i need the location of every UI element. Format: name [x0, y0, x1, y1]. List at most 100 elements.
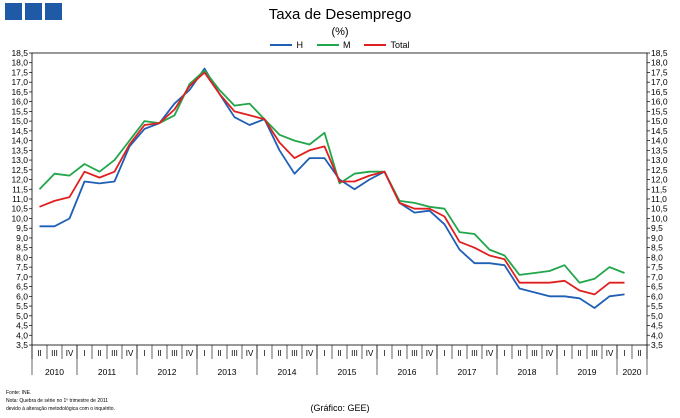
y-tick-label-left: 9,5	[16, 223, 28, 233]
y-tick-label-left: 17,0	[11, 77, 28, 87]
series-line-h	[39, 67, 625, 309]
chart-source: (Gráfico: GEE)	[310, 403, 370, 413]
x-tick-label: II	[337, 349, 341, 358]
y-tick-label-left: 10,5	[11, 204, 28, 214]
x-tick-label: III	[471, 349, 478, 358]
chart-subtitle: (%)	[331, 26, 349, 38]
logo-block	[5, 3, 22, 20]
legend-label-total: Total	[390, 40, 410, 50]
y-tick-label-right: 12,5	[651, 165, 668, 175]
y-tick-label-left: 6,0	[16, 291, 28, 301]
x-tick-label: I	[623, 349, 625, 358]
y-tick-label-right: 14,5	[651, 126, 668, 136]
y-tick-label-right: 12,0	[651, 175, 668, 185]
logo-block	[45, 3, 62, 20]
year-label: 2011	[98, 367, 117, 377]
y-tick-label-left: 14,0	[11, 136, 28, 146]
legend-item-h: H	[270, 40, 303, 50]
series-line-m	[38, 69, 625, 284]
chart-title: Taxa de Desemprego	[268, 6, 412, 23]
x-tick-label: IV	[246, 349, 254, 358]
year-label: 2020	[623, 367, 642, 377]
y-tick-label-right: 10,0	[651, 213, 668, 223]
y-tick-label-left: 15,5	[11, 106, 28, 116]
y-tick-label-right: 7,5	[651, 262, 663, 272]
x-tick-label: III	[291, 349, 298, 358]
y-tick-label-right: 8,5	[651, 243, 663, 253]
y-tick-label-left: 12,5	[11, 165, 28, 175]
y-tick-label-right: 11,0	[651, 194, 667, 204]
y-tick-label-left: 5,5	[16, 301, 28, 311]
x-tick-label: I	[323, 349, 325, 358]
y-tick-label-left: 13,0	[11, 155, 28, 165]
y-tick-label-left: 18,0	[11, 58, 28, 68]
x-tick-label: IV	[366, 349, 374, 358]
y-tick-label-right: 14,0	[651, 136, 668, 146]
y-tick-label-left: 17,5	[11, 67, 28, 77]
y-tick-label-left: 3,5	[16, 340, 28, 350]
y-tick-label-left: 5,0	[16, 311, 28, 321]
logo	[5, 3, 62, 20]
year-label: 2019	[578, 367, 597, 377]
year-label: 2015	[338, 367, 357, 377]
y-tick-label-right: 9,0	[651, 233, 663, 243]
year-label: 2013	[218, 367, 237, 377]
x-tick-label: II	[457, 349, 461, 358]
y-tick-label-right: 17,5	[651, 67, 668, 77]
legend-label-h: H	[296, 40, 303, 50]
y-tick-label-left: 4,0	[16, 330, 28, 340]
legend-item-m: M	[316, 40, 351, 50]
year-label: 2017	[458, 367, 477, 377]
x-tick-label: II	[97, 349, 101, 358]
legend-swatch-h	[270, 44, 293, 46]
series-line-total	[39, 71, 625, 296]
year-label: 2012	[158, 367, 177, 377]
y-tick-label-right: 17,0	[651, 77, 668, 87]
y-tick-label-right: 16,0	[651, 97, 668, 107]
x-tick-label: III	[411, 349, 418, 358]
x-tick-label: II	[577, 349, 581, 358]
y-tick-label-right: 5,5	[651, 301, 663, 311]
y-tick-label-left: 14,5	[11, 126, 28, 136]
y-tick-label-right: 6,0	[651, 291, 663, 301]
y-tick-label-right: 13,5	[651, 145, 668, 155]
y-tick-label-left: 13,5	[11, 145, 28, 155]
x-tick-label: III	[171, 349, 178, 358]
y-tick-label-right: 18,5	[651, 48, 668, 58]
x-tick-label: I	[503, 349, 505, 358]
y-tick-label-left: 8,0	[16, 252, 28, 262]
y-tick-label-right: 10,5	[651, 204, 668, 214]
y-tick-label-right: 5,0	[651, 311, 663, 321]
legend: H M Total	[0, 40, 680, 50]
year-label: 2016	[398, 367, 417, 377]
x-tick-label: IV	[306, 349, 314, 358]
y-tick-label-right: 15,5	[651, 106, 668, 116]
y-tick-label-right: 3,5	[651, 340, 663, 350]
note-line: Nota: Quebra de série no 1º trimestre de…	[6, 398, 109, 404]
y-tick-label-left: 9,0	[16, 233, 28, 243]
x-tick-label: IV	[186, 349, 194, 358]
y-tick-label-right: 18,0	[651, 58, 668, 68]
plot-area	[31, 52, 648, 346]
y-tick-label-right: 4,5	[651, 321, 663, 331]
x-tick-label: IV	[606, 349, 614, 358]
x-tick-label: II	[517, 349, 521, 358]
y-tick-label-left: 8,5	[16, 243, 28, 253]
note-line: Fonte: INE.	[6, 390, 32, 396]
year-label: 2014	[278, 367, 297, 377]
x-tick-label: III	[591, 349, 598, 358]
y-tick-label-right: 11,5	[651, 184, 667, 194]
y-tick-label-left: 4,5	[16, 321, 28, 331]
y-tick-label-right: 16,5	[651, 87, 668, 97]
x-tick-label: II	[217, 349, 221, 358]
y-tick-label-left: 6,5	[16, 282, 28, 292]
x-tick-label: IV	[66, 349, 74, 358]
x-tick-label: III	[111, 349, 118, 358]
legend-label-m: M	[342, 40, 351, 50]
x-tick-label: II	[157, 349, 161, 358]
y-tick-label-right: 8,0	[651, 252, 663, 262]
legend-swatch-total	[364, 44, 387, 46]
y-tick-label-left: 11,5	[12, 184, 28, 194]
legend-item-total: Total	[364, 40, 410, 50]
y-tick-label-right: 6,5	[651, 282, 663, 292]
